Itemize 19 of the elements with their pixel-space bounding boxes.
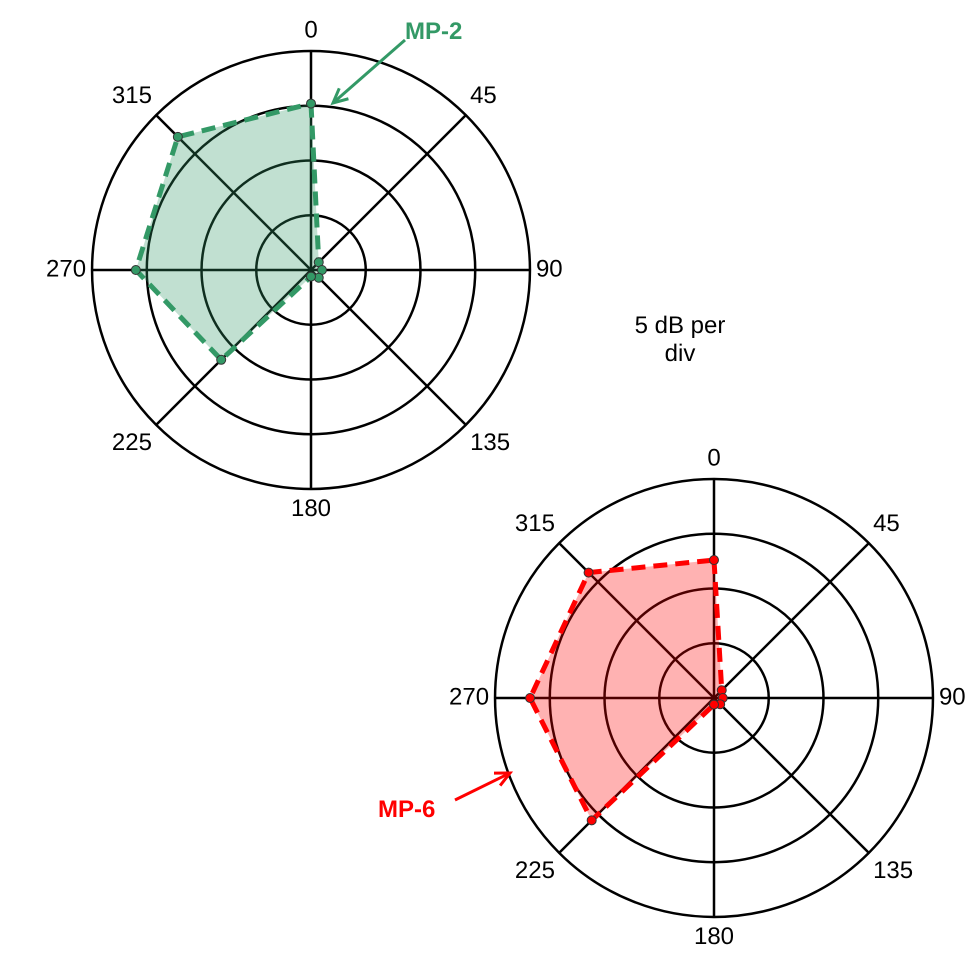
spoke-label: 135 xyxy=(470,429,510,456)
spoke-label: 315 xyxy=(112,82,152,110)
spoke-label: 0 xyxy=(304,16,318,44)
spoke-label: 0 xyxy=(707,444,721,472)
spoke-label: 90 xyxy=(536,256,563,283)
spoke-label: 180 xyxy=(290,494,332,522)
spoke-label: 135 xyxy=(873,857,914,884)
spoke-label: 270 xyxy=(46,256,86,283)
text: MP-6 xyxy=(378,796,436,824)
spoke-label: 45 xyxy=(470,82,497,110)
spoke-label: 225 xyxy=(514,857,555,884)
spoke-label: 45 xyxy=(873,510,900,538)
text: 5 dB per div xyxy=(634,312,726,368)
spoke-label: 90 xyxy=(938,684,966,711)
spoke-label: 225 xyxy=(112,429,152,456)
spoke-label: 270 xyxy=(448,684,490,711)
text: MP-2 xyxy=(405,18,462,46)
spoke-label: 315 xyxy=(514,510,555,538)
spoke-label: 180 xyxy=(694,922,734,950)
